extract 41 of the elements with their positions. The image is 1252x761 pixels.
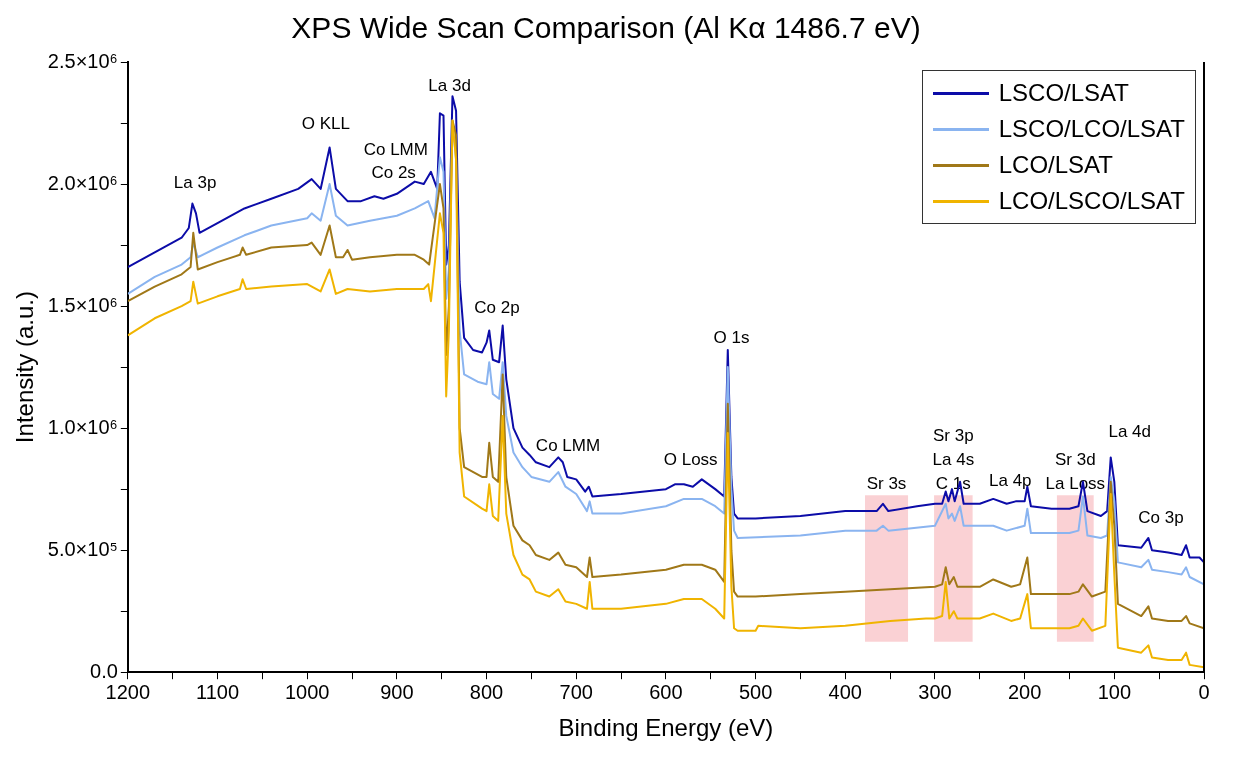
annotation: Co 2p <box>474 298 520 318</box>
legend-label: LCO/LSCO/LSAT <box>998 187 1185 215</box>
annotation: O 1s <box>713 327 750 347</box>
x-tick-label: 0 <box>1198 680 1210 703</box>
annotation: La 4p <box>989 470 1032 490</box>
x-tick-label: 800 <box>469 680 504 703</box>
annotation: O Loss <box>663 450 718 470</box>
x-tick-label: 1200 <box>105 680 151 703</box>
annotation: La 3p <box>173 173 217 193</box>
annotation: Co 3p <box>1138 508 1184 528</box>
y-tick-label: 1.5×10⁶ <box>47 293 118 316</box>
annotation: Co 2s <box>371 162 416 182</box>
y-tick-label: 2.0×10⁶ <box>47 171 118 194</box>
legend-label: LSCO/LSAT <box>998 79 1129 107</box>
annotation: O KLL <box>301 113 350 133</box>
y-tick-label: 1.0×10⁶ <box>47 415 118 438</box>
annotation: La 4d <box>1108 422 1152 442</box>
x-tick-label: 1000 <box>284 680 330 703</box>
x-tick-label: 100 <box>1097 680 1132 703</box>
y-axis-title: Intensity (a.u.) <box>11 291 39 444</box>
annotation: La 3d <box>428 75 471 95</box>
annotation: Co LMM <box>535 435 601 455</box>
legend-label: LSCO/LCO/LSAT <box>998 115 1185 143</box>
annotation: Co LMM <box>363 139 428 159</box>
y-tick-label: 2.5×10⁶ <box>47 49 118 72</box>
band-label: Sr 3p La 4s C 1s <box>932 426 975 494</box>
y-tick-label: 0.0 <box>90 659 118 682</box>
x-tick-label: 600 <box>649 680 683 703</box>
band-label: Sr 3d La Loss <box>1045 450 1106 494</box>
legend-label: LCO/LSAT <box>998 151 1113 179</box>
x-axis-title: Binding Energy (eV) <box>558 714 774 742</box>
x-tick-label: 900 <box>380 680 414 703</box>
x-tick-label: 200 <box>1007 680 1042 703</box>
x-tick-label: 1100 <box>195 680 240 703</box>
y-tick-label: 5.0×10⁵ <box>47 537 118 560</box>
x-tick-label: 700 <box>559 680 593 703</box>
band-label: Sr 3s <box>866 474 907 494</box>
x-tick-label: 500 <box>738 680 773 703</box>
chart-title: XPS Wide Scan Comparison (Al Kα 1486.7 eV) <box>291 11 921 45</box>
x-tick-label: 400 <box>828 680 862 703</box>
x-tick-label: 300 <box>918 680 952 703</box>
